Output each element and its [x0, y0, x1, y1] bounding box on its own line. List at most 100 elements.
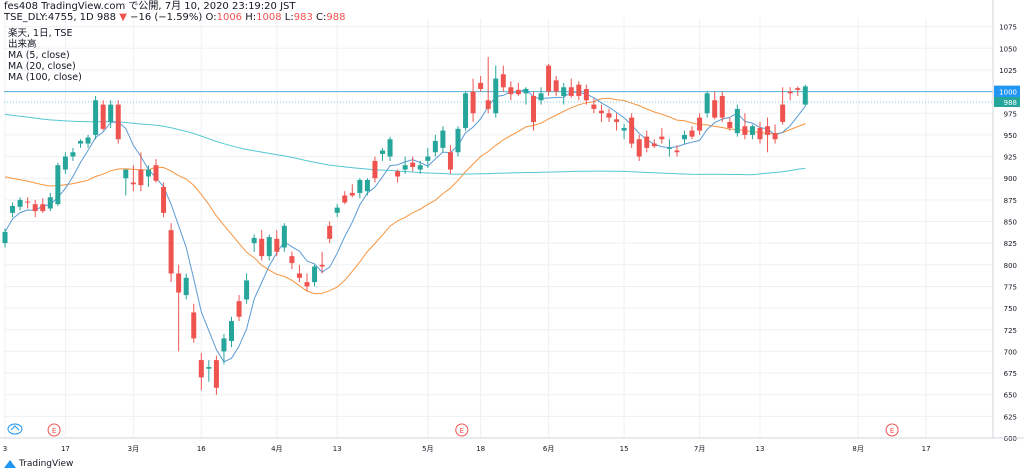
candle-body — [25, 201, 31, 203]
candle-body — [372, 160, 378, 179]
candle — [478, 76, 484, 92]
candle-body — [357, 179, 363, 193]
candle-body — [651, 143, 657, 147]
candle — [485, 56, 491, 114]
candle-body — [485, 100, 491, 109]
candle — [636, 134, 642, 161]
candle — [123, 169, 129, 196]
candle — [765, 117, 771, 153]
candle-body — [349, 192, 355, 196]
candle — [538, 87, 544, 105]
legend-ma5[interactable]: MA (5, close) — [8, 50, 70, 61]
candle-body — [32, 204, 38, 212]
candle-body — [364, 179, 370, 192]
earnings-marker[interactable]: E — [885, 423, 899, 437]
earnings-marker[interactable]: E — [47, 423, 61, 437]
candle-body — [221, 338, 227, 352]
candle-body — [100, 104, 106, 129]
candle — [357, 178, 363, 199]
candle-body — [334, 207, 340, 213]
candle-body — [780, 104, 786, 122]
candle — [802, 84, 808, 107]
candle-body — [440, 130, 446, 148]
candle — [213, 355, 219, 395]
low-value: 983 — [293, 12, 313, 23]
x-tick-label: 17 — [61, 445, 70, 453]
candle — [364, 178, 370, 196]
candle — [757, 121, 763, 144]
candle-body — [734, 108, 740, 134]
candle-body — [515, 89, 521, 95]
candle-body — [213, 360, 219, 388]
candle-body — [749, 126, 755, 135]
candle-body — [591, 104, 597, 109]
candle — [274, 230, 280, 257]
candle-body — [682, 134, 687, 140]
legend-symbol[interactable]: 楽天, 1日, TSE — [8, 28, 73, 39]
legend-ma100[interactable]: MA (100, close) — [8, 72, 82, 83]
candle — [55, 162, 61, 206]
symbol-line: TSE_DLY:4755, 1D 988 ▼ −16 (−1.59%) O:10… — [4, 12, 345, 23]
candle — [795, 86, 801, 96]
candle — [221, 334, 227, 365]
earnings-marker[interactable]: E — [455, 423, 469, 437]
candle-body — [342, 195, 348, 203]
y-tick-label: 700 — [1004, 348, 1017, 356]
earnings-label: E — [890, 427, 894, 435]
x-tick-label: 7月 — [694, 445, 705, 453]
open-value: 1006 — [216, 12, 243, 23]
candle — [727, 117, 733, 131]
legend-ma20[interactable]: MA (20, close) — [8, 61, 76, 72]
candle-body — [319, 264, 325, 267]
candle-body — [455, 128, 461, 153]
candle — [493, 65, 499, 118]
candle-body — [402, 165, 408, 170]
y-tick-label: 825 — [1004, 240, 1017, 248]
candle — [138, 152, 144, 192]
candle-body — [765, 126, 771, 135]
candle — [561, 82, 567, 105]
y-tick-label: 1075 — [999, 24, 1017, 32]
candle — [598, 104, 604, 122]
high-value: 1008 — [256, 12, 282, 23]
x-tick-label: 17 — [922, 445, 931, 453]
candle — [161, 182, 167, 218]
last-price-badge — [994, 97, 1020, 107]
candle-body — [598, 110, 604, 114]
candle — [168, 223, 174, 283]
candle-body — [719, 95, 725, 118]
candle-body — [236, 301, 242, 317]
brand-text: TradingView — [19, 459, 74, 469]
candle-body — [470, 91, 476, 114]
candle-body — [304, 282, 310, 287]
candle — [342, 191, 348, 205]
candle-body — [538, 93, 544, 101]
candle — [32, 199, 38, 218]
candle — [614, 113, 620, 131]
candle-body — [757, 127, 763, 140]
candle — [78, 139, 83, 148]
candle — [327, 221, 333, 244]
candle-body — [576, 84, 582, 96]
candle — [191, 303, 197, 343]
candle — [410, 156, 416, 172]
candle — [296, 264, 302, 283]
tradingview-logo-icon — [4, 460, 16, 468]
candle — [115, 100, 121, 144]
candle — [749, 124, 755, 140]
earnings-icon — [455, 423, 469, 437]
y-tick-label: 925 — [1004, 154, 1017, 162]
candle-body — [417, 165, 423, 170]
moving-averages — [4, 88, 806, 363]
y-tick-label: 650 — [1004, 392, 1017, 400]
candle-body — [168, 230, 174, 274]
legend-volume[interactable]: 出来高 — [8, 39, 37, 50]
candle — [447, 145, 453, 174]
candle-body — [500, 74, 506, 88]
candle — [712, 91, 718, 120]
tradingview-brand[interactable]: TradingView — [4, 459, 73, 469]
earnings-icon — [885, 423, 899, 437]
cloud-arrow — [10, 425, 20, 431]
